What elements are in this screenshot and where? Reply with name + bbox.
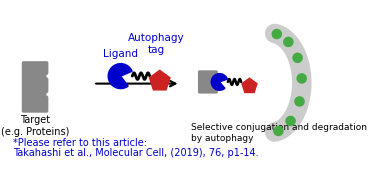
Wedge shape xyxy=(108,64,132,89)
Text: Takahashi et al., Molecular Cell, (2019), 76, p1-14.: Takahashi et al., Molecular Cell, (2019)… xyxy=(14,148,259,158)
Circle shape xyxy=(274,126,283,135)
Text: Ligand: Ligand xyxy=(103,49,138,59)
Circle shape xyxy=(297,74,306,83)
Text: *Please refer to this article:: *Please refer to this article: xyxy=(14,138,147,148)
Polygon shape xyxy=(242,78,257,92)
Wedge shape xyxy=(47,90,54,99)
Circle shape xyxy=(293,53,302,62)
Text: Autophagy
tag: Autophagy tag xyxy=(128,33,185,55)
Wedge shape xyxy=(47,71,54,81)
FancyBboxPatch shape xyxy=(22,61,49,113)
Wedge shape xyxy=(211,74,227,90)
Circle shape xyxy=(295,97,304,106)
FancyBboxPatch shape xyxy=(198,70,218,94)
Circle shape xyxy=(286,116,295,126)
Text: Selective conjugation and degradation
by autophagy: Selective conjugation and degradation by… xyxy=(191,124,367,143)
Polygon shape xyxy=(149,70,170,90)
Circle shape xyxy=(284,37,293,46)
Text: Target
(e.g. Proteins): Target (e.g. Proteins) xyxy=(1,115,69,137)
Circle shape xyxy=(272,29,281,39)
